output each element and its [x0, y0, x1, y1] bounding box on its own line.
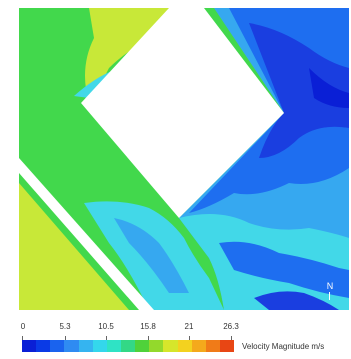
tick-label: 26.3 — [223, 322, 239, 331]
colorbar-swatch — [191, 340, 206, 352]
colorbar-swatch — [106, 340, 121, 352]
colorbar-swatch — [92, 340, 107, 352]
tick-label: 21 — [184, 322, 194, 331]
velocity-field — [19, 8, 349, 310]
tick-mark — [189, 336, 190, 340]
colorbar-swatch — [22, 340, 37, 352]
colorbar-swatch — [50, 340, 65, 352]
north-arrow-icon — [329, 292, 330, 300]
building-footprint — [81, 8, 284, 218]
simulation-viewport[interactable] — [19, 8, 349, 310]
wake-dark-blue — [249, 23, 349, 158]
colorbar-swatch — [163, 340, 178, 352]
colorbar-swatch — [64, 340, 79, 352]
tick-mark — [22, 336, 23, 340]
north-label: N — [326, 281, 334, 291]
tick-label: 15.8 — [140, 322, 156, 331]
lower-left-yellow-region — [19, 183, 129, 310]
legend-title: Velocity Magnitude m/s — [242, 342, 325, 351]
lower-wake-dark-blue — [254, 291, 339, 310]
lower-wake-blue — [219, 241, 349, 298]
tick-mark — [106, 336, 107, 340]
wake-core — [309, 68, 349, 108]
tick-label: 5.3 — [59, 322, 71, 331]
tick-mark — [231, 336, 232, 340]
colorbar-swatch — [219, 340, 235, 352]
tick-label: 0 — [20, 322, 26, 331]
colorbar-swatch — [78, 340, 93, 352]
tick-mark — [65, 336, 66, 340]
lower-light-blue-streak — [114, 218, 189, 293]
colorbar-legend: 0 5.3 10.5 15.8 21 26.3 Velocity Magnitu… — [0, 318, 351, 359]
colorbar-swatch — [36, 340, 51, 352]
colorbar — [22, 340, 235, 352]
upper-yellow-region — [85, 8, 194, 103]
tick-mark — [148, 336, 149, 340]
colorbar-swatch — [149, 340, 164, 352]
colorbar-swatch — [120, 340, 136, 352]
colorbar-swatch — [135, 340, 150, 352]
colorbar-swatch — [177, 340, 192, 352]
colorbar-swatch — [205, 340, 220, 352]
tick-label: 10.5 — [98, 322, 114, 331]
diagonal-obstacle — [19, 158, 154, 310]
upper-cyan-streak — [74, 70, 114, 98]
